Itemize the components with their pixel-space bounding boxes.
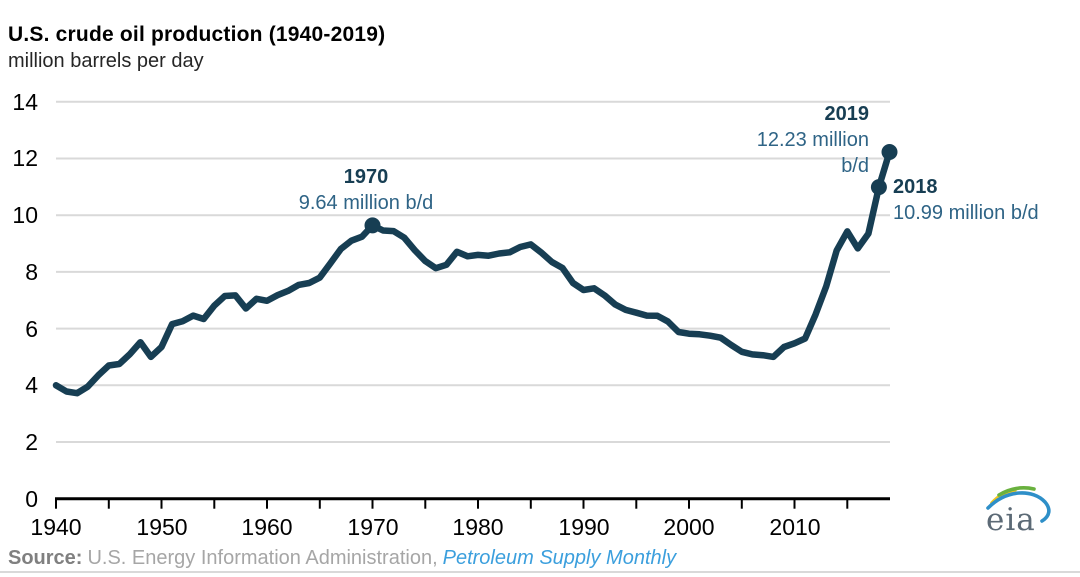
annotation-1970-value: 9.64 million b/d [298, 192, 434, 214]
x-axis-label: 1990 [558, 514, 610, 540]
page-title: U.S. crude oil production (1940-2019) [8, 23, 386, 46]
y-axis-label: 2 [25, 429, 38, 455]
bottom-divider [0, 571, 1080, 573]
y-axis-label: 10 [12, 202, 38, 228]
annotation-2018-point: 2018 10.99 million b/d [893, 174, 1080, 226]
eia-logo-text: eia [986, 502, 1036, 538]
source-text: U.S. Energy Information Administration, [87, 547, 438, 569]
annotation-2019-year: 2019 [824, 103, 870, 125]
annotation-2019-value-line2: b/d [841, 155, 869, 177]
x-axis-label: 2000 [663, 514, 715, 540]
data-point-2018 [870, 179, 887, 196]
data-point-2019 [881, 144, 898, 160]
y-axis-label: 4 [25, 372, 38, 398]
eia-logo-swoosh-green [997, 486, 1036, 497]
y-axis-label: 14 [12, 89, 38, 115]
annotation-2018-value: 10.99 million b/d [893, 202, 1039, 224]
source-label: Source: [8, 547, 83, 569]
y-axis-label: 0 [25, 486, 38, 512]
x-axis-label: 1980 [452, 514, 504, 540]
x-axis-label: 1960 [241, 514, 293, 540]
data-point-1970 [364, 217, 381, 234]
x-axis-label: 1970 [347, 514, 399, 540]
y-axis-label: 12 [12, 145, 38, 171]
y-axis-label: 6 [25, 316, 38, 342]
annotation-2019-point: 2019 12.23 million b/d [669, 101, 869, 179]
x-axis-label: 2010 [769, 514, 821, 540]
eia-logo-swoosh-blue [986, 491, 1051, 523]
annotation-1970-peak: 1970 9.64 million b/d [291, 164, 441, 216]
chart-units-label: million barrels per day [8, 50, 204, 72]
production-line-series [52, 148, 893, 397]
x-axis-label: 1940 [30, 514, 82, 540]
y-axis-label: 8 [25, 259, 38, 285]
source-publication-link[interactable]: Petroleum Supply Monthly [442, 547, 677, 569]
annotation-1970-year: 1970 [343, 166, 389, 188]
source-line: Source: U.S. Energy Information Administr… [8, 547, 676, 570]
annotation-2019-value-line1: 12.23 million [756, 129, 869, 151]
annotation-2018-year: 2018 [893, 176, 938, 198]
eia-logo: eia [986, 486, 1051, 538]
x-axis-label: 1950 [136, 514, 188, 540]
